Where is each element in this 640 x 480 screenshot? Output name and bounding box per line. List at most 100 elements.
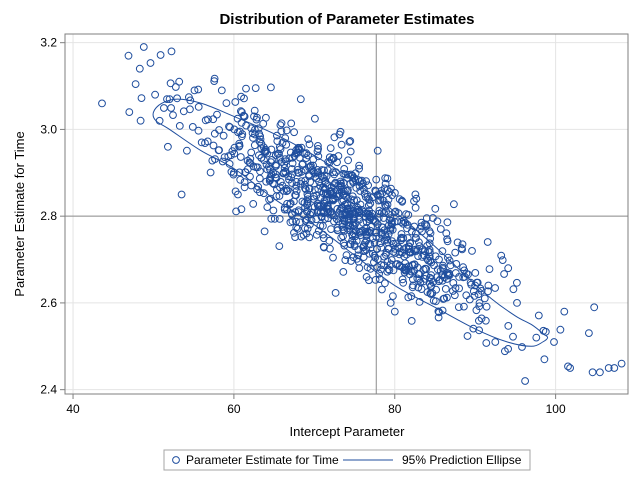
data-point	[403, 224, 411, 233]
data-point	[372, 175, 381, 184]
data-point	[355, 161, 364, 170]
data-point	[146, 59, 155, 67]
data-point	[227, 151, 235, 160]
data-point	[359, 243, 368, 252]
data-point	[378, 208, 386, 217]
data-point	[475, 326, 484, 335]
data-point	[451, 248, 460, 257]
data-point	[98, 99, 106, 108]
data-point	[532, 333, 541, 342]
data-point	[288, 179, 296, 187]
data-point	[380, 236, 389, 245]
data-point	[323, 181, 332, 189]
data-point	[314, 142, 322, 150]
data-point	[324, 204, 333, 213]
data-point	[482, 302, 491, 311]
data-point	[443, 237, 452, 246]
data-point	[442, 229, 451, 238]
data-point	[352, 237, 361, 245]
data-point	[292, 148, 301, 157]
data-point	[314, 145, 323, 153]
data-point	[273, 131, 281, 140]
data-point	[424, 256, 433, 265]
data-point	[459, 263, 468, 272]
data-point	[450, 200, 458, 209]
data-point	[297, 143, 306, 152]
data-point	[233, 114, 242, 123]
data-point	[270, 214, 279, 223]
data-point	[271, 151, 280, 160]
data-point	[384, 265, 393, 274]
data-point	[371, 186, 380, 195]
data-point	[272, 192, 281, 201]
data-point	[337, 181, 346, 190]
data-point	[429, 296, 438, 305]
data-point	[419, 277, 428, 286]
data-point	[291, 233, 300, 242]
data-point	[415, 242, 424, 251]
data-point	[444, 253, 452, 262]
data-point	[287, 173, 296, 182]
data-point	[326, 244, 334, 253]
data-point	[318, 166, 326, 174]
data-point	[380, 252, 389, 261]
data-point	[194, 126, 203, 135]
data-point	[453, 238, 462, 247]
data-point	[125, 108, 134, 116]
scatter-points	[98, 43, 626, 385]
data-point	[209, 115, 218, 124]
data-point	[315, 177, 324, 186]
data-point	[471, 281, 480, 290]
plot-frame	[64, 33, 629, 395]
data-point	[359, 253, 368, 262]
data-point	[399, 278, 408, 287]
data-point	[343, 224, 352, 233]
data-point	[319, 209, 328, 218]
data-point	[314, 184, 323, 193]
y-axis-ticks: 2.4 2.6 2.8 3.0 3.2	[40, 36, 65, 397]
data-point	[513, 278, 521, 287]
data-point	[292, 223, 301, 232]
data-point	[179, 107, 188, 116]
data-point	[454, 303, 463, 312]
data-point	[401, 259, 410, 268]
data-point	[312, 215, 321, 224]
data-point	[379, 214, 388, 222]
data-point	[388, 217, 396, 225]
data-point	[420, 220, 429, 229]
data-point	[219, 131, 228, 140]
data-point	[251, 125, 259, 134]
data-point	[425, 252, 434, 261]
y-tick-label: 2.4	[40, 383, 57, 397]
data-point	[298, 160, 307, 169]
data-point	[262, 177, 271, 186]
data-point	[251, 84, 260, 92]
data-point	[457, 244, 466, 253]
data-point	[241, 168, 250, 177]
data-point	[139, 43, 148, 51]
data-point	[280, 160, 289, 169]
data-point	[337, 233, 346, 242]
data-point	[504, 322, 513, 330]
data-point	[218, 157, 227, 166]
data-point	[425, 227, 434, 236]
data-point	[484, 287, 492, 296]
data-point	[166, 79, 175, 88]
data-point	[253, 163, 262, 172]
legend-entry-points: Parameter Estimate for Time	[186, 453, 339, 467]
data-point	[482, 339, 491, 347]
data-point	[309, 192, 318, 201]
data-point	[201, 116, 210, 125]
data-point	[424, 247, 432, 256]
data-point	[297, 177, 306, 186]
data-point	[260, 156, 268, 165]
data-point	[484, 281, 493, 290]
data-point	[385, 266, 394, 275]
data-point	[497, 251, 506, 260]
data-point	[255, 151, 263, 160]
data-point	[354, 176, 363, 184]
data-point	[329, 253, 337, 262]
data-point	[190, 86, 199, 95]
